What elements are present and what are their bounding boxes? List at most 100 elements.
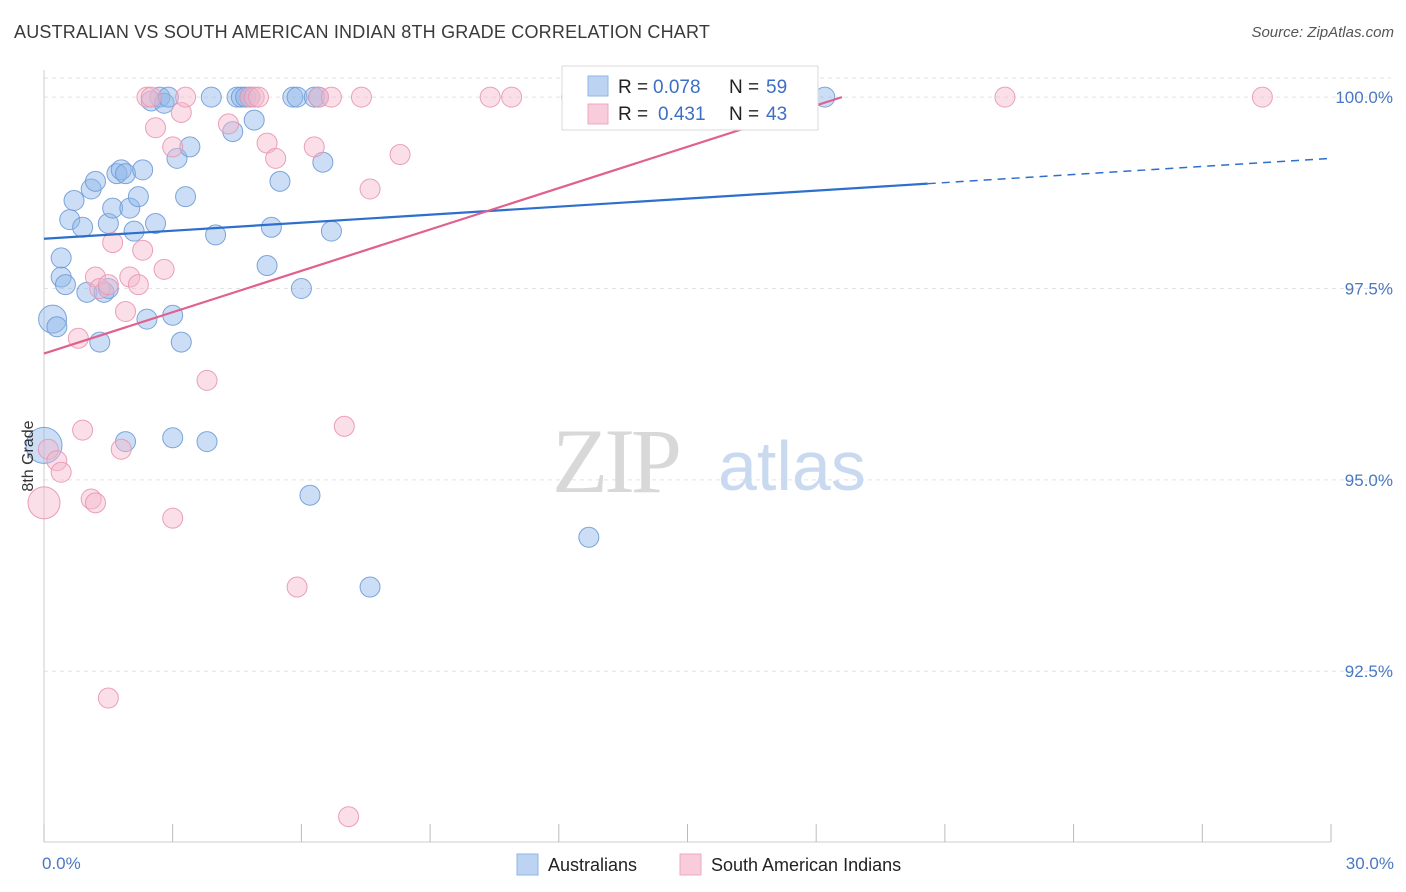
point-australians-35: [179, 136, 201, 158]
point-south-american-indians-0: [27, 486, 61, 520]
bottom-legend-label-australians: Australians: [548, 855, 637, 875]
point-australians-27: [149, 86, 171, 108]
y-tick-label-3: 92.5%: [1345, 662, 1393, 681]
point-south-american-indians-15: [119, 266, 141, 288]
y-tick-labels: 100.0% 97.5% 95.0% 92.5%: [1335, 88, 1393, 681]
point-australians-6: [63, 189, 85, 211]
correlation-legend: R = 0.078 N = 59 R = 0.431 N = 43: [561, 65, 819, 131]
point-south-american-indians-34: [303, 136, 325, 158]
point-australians-55: [320, 220, 342, 242]
legend-r-label-1: R =: [618, 77, 648, 98]
legend-r-value-2: 0.431: [658, 104, 706, 125]
point-south-american-indians-12: [102, 232, 124, 254]
point-australians-20: [119, 197, 141, 219]
point-south-american-indians-23: [162, 136, 184, 158]
point-australians-50: [290, 278, 312, 300]
point-australians-28: [153, 92, 175, 114]
bottom-legend-label-south-american-indians: South American Indians: [711, 855, 901, 875]
point-australians-26: [145, 212, 167, 234]
point-south-american-indians-36: [320, 86, 342, 108]
point-australians-37: [200, 86, 222, 108]
point-south-american-indians-8: [84, 266, 106, 288]
point-south-american-indians-22: [162, 507, 184, 529]
point-south-american-indians-19: [140, 86, 162, 108]
point-australians-7: [72, 216, 94, 238]
point-south-american-indians-3: [50, 461, 72, 483]
point-south-american-indians-32: [265, 147, 287, 169]
trend-lines: [43, 96, 1332, 355]
legend-swatch-south-american-indians: [587, 103, 609, 125]
point-australians-31: [162, 427, 184, 449]
trend-line-south-american-indians: [43, 96, 843, 355]
point-australians-41: [230, 86, 252, 108]
point-south-american-indians-26: [196, 369, 218, 391]
point-australians-1: [46, 316, 68, 338]
point-australians-0: [38, 304, 68, 334]
point-south-american-indians-11: [97, 687, 119, 709]
legend-n-value-2: 43: [766, 104, 787, 125]
y-tick-label-0: 100.0%: [1335, 88, 1393, 107]
point-australians-45: [256, 255, 278, 277]
x-tick-label-1: 30.0%: [1346, 854, 1394, 873]
point-australians-4: [54, 274, 76, 296]
point-south-american-indians-16: [127, 274, 149, 296]
point-australians-24: [136, 308, 158, 330]
point-australians-33: [170, 331, 192, 353]
point-south-american-indians-28: [239, 86, 261, 108]
point-australians-3: [50, 247, 72, 269]
series-legend: Australians South American Indians: [516, 853, 901, 876]
point-australians-10: [84, 170, 106, 192]
point-south-american-indians-1: [37, 438, 59, 460]
point-australians-44: [243, 109, 265, 131]
point-south-american-indians-9: [89, 278, 111, 300]
point-australians-21: [123, 220, 145, 242]
point-south-american-indians-42: [479, 86, 501, 108]
point-south-american-indians-5: [72, 419, 94, 441]
point-south-american-indians-27: [217, 113, 239, 135]
bottom-legend-swatch-south-american-indians: [679, 853, 702, 876]
y-axis-label: 8th Grade: [20, 420, 37, 491]
point-australians-40: [226, 86, 248, 108]
point-australians-51: [299, 484, 321, 506]
point-south-american-indians-29: [243, 86, 265, 108]
point-south-american-indians-25: [175, 86, 197, 108]
point-australians-42: [235, 86, 257, 108]
point-australians-49: [286, 86, 308, 108]
point-australians-47: [269, 170, 291, 192]
data-points: [25, 86, 1273, 828]
point-australians-38: [205, 224, 227, 246]
point-australians-34: [175, 186, 197, 208]
point-australians-22: [127, 186, 149, 208]
legend-r-label-2: R =: [618, 104, 648, 125]
point-australians-17: [110, 159, 132, 181]
point-australians-29: [157, 86, 179, 108]
point-australians-16: [106, 163, 128, 185]
bottom-legend-swatch-australians: [516, 853, 539, 876]
point-south-american-indians-21: [153, 258, 175, 280]
point-south-american-indians-20: [145, 117, 167, 139]
point-south-american-indians-14: [115, 300, 137, 322]
point-australians-56: [359, 576, 381, 598]
point-australians-19: [115, 163, 137, 185]
point-south-american-indians-30: [248, 86, 269, 108]
legend-swatch-australians: [587, 75, 609, 97]
point-south-american-indians-33: [286, 576, 308, 598]
point-south-american-indians-10: [97, 274, 119, 296]
point-australians-48: [282, 86, 304, 108]
chart-title: AUSTRALIAN VS SOUTH AMERICAN INDIAN 8TH …: [14, 22, 711, 42]
point-south-american-indians-6: [80, 488, 102, 510]
point-south-american-indians-43: [501, 86, 523, 108]
point-australians-23: [132, 159, 154, 181]
point-south-american-indians-13: [110, 438, 132, 460]
point-south-american-indians-37: [333, 415, 355, 437]
point-south-american-indians-45: [1251, 86, 1273, 108]
watermark-zip: ZIP: [552, 410, 679, 512]
point-australians-36: [196, 431, 218, 453]
point-south-american-indians-2: [46, 450, 68, 472]
legend-n-label-1: N =: [729, 77, 759, 98]
source-label: Source: ZipAtlas.com: [1251, 24, 1394, 41]
point-south-american-indians-39: [350, 86, 372, 108]
point-australians-58: [578, 526, 600, 548]
legend-n-label-2: N =: [729, 104, 759, 125]
